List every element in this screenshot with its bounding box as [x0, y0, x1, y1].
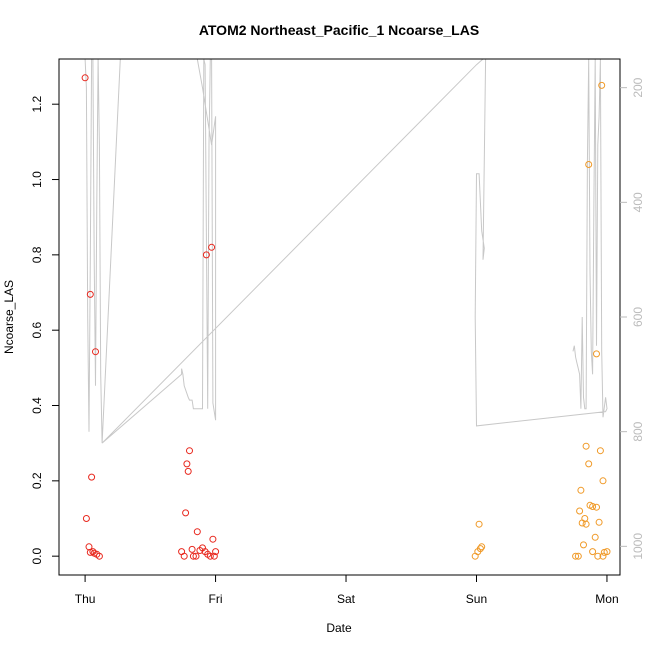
scatter-point-s0-14 [183, 460, 191, 468]
x-axis-label: Date [326, 621, 352, 635]
scatter-point-s0-17 [193, 528, 201, 536]
scatter-point-s1-23 [589, 548, 597, 556]
scatter-point-s1-20 [595, 518, 603, 526]
scatter-point-s0-1 [86, 290, 94, 298]
scatter-point-s0-29 [210, 552, 218, 560]
y2-tick-label: 400 [631, 192, 645, 212]
scatter-point-s1-16 [576, 507, 584, 515]
scatter-point-s1-22 [580, 541, 587, 549]
x-tick-label: Mon [595, 592, 618, 606]
scatter-point-s1-10 [585, 460, 593, 468]
scatter-point-s0-22 [192, 552, 200, 560]
scatter-point-s1-7 [593, 350, 600, 358]
x-tick-label: Sun [466, 592, 487, 606]
y2-tick-label: 1000 [631, 533, 645, 560]
scatter-point-s1-4 [475, 520, 483, 528]
y2-tick-label: 800 [631, 421, 645, 441]
y2-tick-label: 200 [631, 77, 645, 97]
scatter-point-s0-20 [180, 552, 188, 560]
x-tick-label: Thu [75, 592, 96, 606]
scatter-point-s0-28 [206, 552, 214, 560]
scatter-point-s1-29 [599, 552, 607, 560]
scatter-point-s0-10 [95, 552, 103, 560]
scatter-point-s0-15 [184, 467, 192, 475]
x-tick-label: Fri [209, 592, 223, 606]
scatter-point-s0-11 [202, 251, 210, 259]
scatter-point-s1-27 [574, 552, 582, 560]
x-tick-label: Sat [337, 592, 356, 606]
scatter-point-s0-3 [88, 473, 96, 481]
axes: Thu Fri Sat Sun Mon 0.0 0.2 0.4 0.6 0.8 1.0 1.2 200 4… [30, 77, 645, 606]
scatter-point-s1-5 [598, 81, 606, 89]
scatter-point-s1-3 [478, 543, 486, 551]
scatter-point-s1-19 [582, 520, 590, 528]
scatter-point-s0-21 [189, 552, 197, 560]
plot-area [81, 58, 611, 560]
y-tick-label: 0.0 [30, 548, 44, 565]
scatter-point-s0-0 [81, 74, 89, 82]
scatter-point-s1-28 [594, 552, 602, 560]
y-axis-label: Ncoarse_LAS [2, 280, 16, 354]
y-tick-label: 0.6 [30, 322, 44, 339]
scatter-point-s0-18 [209, 535, 217, 543]
scatter-point-s1-2 [476, 545, 484, 553]
scatter-point-s0-23 [188, 545, 196, 553]
y-tick-label: 1.0 [30, 171, 44, 188]
scatter-point-s0-30 [212, 548, 220, 556]
scatter-point-s1-12 [577, 486, 585, 494]
chart-title: ATOM2 Northeast_Pacific_1 Ncoarse_LAS [199, 22, 479, 38]
scatter-point-s1-6 [585, 161, 593, 168]
scatter-point-s1-8 [582, 442, 590, 450]
scatter-point-s1-18 [578, 519, 586, 527]
scatter-point-s1-14 [589, 503, 597, 510]
scatter-point-s1-11 [599, 477, 607, 485]
scatter-point-s1-25 [603, 548, 611, 556]
scatter-point-s1-17 [581, 515, 589, 522]
plot-frame [58, 58, 621, 576]
y-tick-label: 0.4 [30, 397, 44, 414]
y2-tick-label: 600 [631, 307, 645, 327]
scatter-point-s1-21 [591, 533, 599, 541]
scatter-point-s0-4 [82, 515, 90, 522]
scatter-point-s1-26 [572, 552, 580, 560]
scatter-point-s1-15 [593, 503, 600, 511]
secondary-series-line [84, 58, 608, 444]
scatter-point-s0-16 [182, 509, 190, 517]
y-tick-label: 0.8 [30, 246, 44, 263]
scatter-point-s0-13 [186, 447, 193, 455]
y-tick-label: 0.2 [30, 472, 44, 489]
scatter-point-s0-2 [92, 348, 99, 356]
scatter-point-s1-9 [596, 447, 604, 455]
y-tick-label: 1.2 [30, 96, 44, 113]
scatter-point-s0-12 [208, 243, 216, 251]
